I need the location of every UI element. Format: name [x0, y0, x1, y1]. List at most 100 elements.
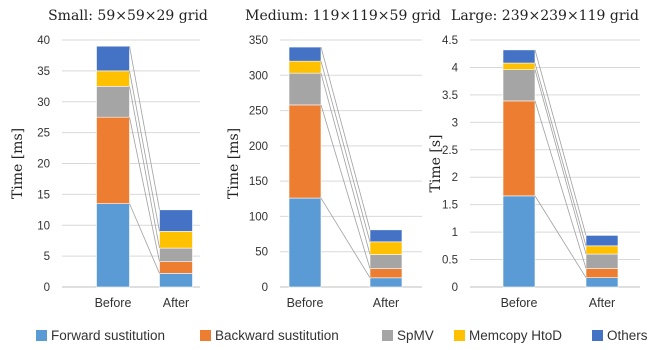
series-connector-line: [534, 62, 587, 246]
y-tick-label: 3: [452, 117, 458, 129]
x-category-label: After: [163, 296, 189, 310]
legend-label: Memcopy HtoD: [469, 328, 562, 343]
bar-segment-memcopy-htod: [159, 231, 193, 249]
chart-title: Medium: 119×119×59 grid: [245, 8, 441, 24]
legend: Forward sustitution Backward sustitution S…: [36, 328, 648, 343]
series-connector-line: [129, 70, 160, 232]
y-tick-label: 15: [37, 189, 50, 201]
y-tick-label: 150: [249, 176, 268, 188]
y-tick-label: 0: [452, 282, 458, 294]
x-category-label: Before: [95, 296, 132, 310]
chart-title: Large: 239×239×119 grid: [451, 8, 639, 24]
y-tick-label: 30: [37, 97, 50, 109]
y-tick-label: 100: [249, 211, 268, 223]
bar-segment-others: [585, 235, 619, 247]
series-connector-line: [320, 73, 371, 255]
y-tick-label: 0: [44, 282, 50, 294]
bar-segment-spmv: [96, 86, 130, 118]
series-connector-line: [129, 203, 160, 274]
y-tick-label: 300: [249, 70, 268, 82]
y-tick-label: 40: [37, 35, 50, 47]
y-tick-label: 3.5: [442, 90, 458, 102]
y-tick-label: 4: [452, 62, 459, 74]
series-connector-line: [320, 61, 371, 242]
series-connector-line: [320, 197, 371, 279]
bar-segment-memcopy-htod: [502, 62, 536, 70]
legend-swatch: [36, 330, 47, 341]
bar-segment-backward-sustitution: [288, 104, 322, 199]
legend-swatch: [592, 330, 603, 341]
bar-segment-others: [96, 45, 130, 72]
series-connector-line: [320, 46, 371, 230]
legend-item: Forward sustitution: [36, 328, 165, 343]
bar-segment-memcopy-htod: [369, 241, 403, 255]
y-tick-label: 2: [452, 172, 458, 184]
y-tick-label: 250: [249, 106, 268, 118]
bar-segment-spmv: [502, 69, 536, 102]
bar-segment-backward-sustitution: [502, 100, 536, 197]
series-connector-line: [534, 69, 587, 255]
bar-segment-backward-sustitution: [96, 116, 130, 204]
chart-panel-3: 0 0.5 1 1.5 2 2.5 3 3.5 4 4.5 Large: 239×239×119 g…: [428, 8, 640, 310]
bar-segment-others: [159, 209, 193, 232]
y-tick-label: 2.5: [442, 145, 458, 157]
bar-segment-backward-sustitution: [585, 268, 619, 278]
bar-segment-spmv: [369, 254, 403, 269]
y-axis-label: Time [ms]: [10, 128, 26, 199]
series-connector-line: [320, 104, 371, 269]
bar-segment-spmv: [585, 253, 619, 269]
legend-label: Others: [607, 328, 648, 343]
bar-segment-spmv: [288, 72, 322, 106]
bar-segment-forward-sustitution: [96, 203, 130, 288]
x-category-label: After: [373, 296, 399, 310]
legend-item: SpMV: [382, 328, 434, 343]
y-tick-label: 25: [37, 128, 50, 140]
chart-panel-2: 0 50 100 150 200 250 300 350 Medium: 119×119×59 …: [226, 8, 441, 310]
legend-swatch: [454, 330, 465, 341]
bar-segment-backward-sustitution: [369, 268, 403, 279]
y-tick-label: 1: [452, 227, 458, 239]
bar-segment-forward-sustitution: [288, 197, 322, 288]
legend-swatch: [382, 330, 393, 341]
bar-segment-backward-sustitution: [159, 261, 193, 274]
bar-segment-forward-sustitution: [585, 277, 619, 288]
series-connector-line: [129, 46, 160, 210]
y-tick-label: 0: [262, 282, 268, 294]
series-connector-line: [534, 100, 587, 269]
bar-segment-memcopy-htod: [96, 70, 130, 87]
chart-panel-1: 0 5 10 15 20 25 30 35 40 Small: 59×59×29 grid Time…: [10, 8, 208, 310]
bar-segment-forward-sustitution: [159, 273, 193, 288]
bar-segment-memcopy-htod: [288, 60, 322, 74]
bar-segment-others: [369, 229, 403, 243]
y-tick-label: 35: [37, 66, 50, 78]
legend-label: Backward sustitution: [215, 328, 339, 343]
y-tick-label: 350: [249, 35, 268, 47]
chart-title: Small: 59×59×29 grid: [48, 8, 208, 24]
y-tick-label: 50: [255, 247, 268, 259]
series-connector-line: [129, 86, 160, 249]
y-axis-label: Time [ms]: [226, 128, 242, 199]
y-tick-label: 20: [37, 159, 50, 171]
bar-segment-others: [502, 49, 536, 64]
legend-item: Others: [592, 328, 648, 343]
bar-segment-others: [288, 46, 322, 62]
legend-swatch: [200, 330, 211, 341]
y-tick-label: 1.5: [442, 200, 458, 212]
legend-item: Backward sustitution: [200, 328, 339, 343]
series-connector-line: [534, 195, 587, 278]
y-tick-label: 0.5: [442, 255, 458, 267]
series-connector-line: [534, 49, 587, 236]
x-category-label: Before: [287, 296, 324, 310]
series-connector-line: [129, 117, 160, 262]
y-tick-label: 5: [44, 251, 50, 263]
legend-item: Memcopy HtoD: [454, 328, 562, 343]
y-tick-label: 10: [37, 220, 50, 232]
y-axis-label: Time [s]: [428, 135, 444, 193]
y-tick-label: 4.5: [442, 35, 458, 47]
x-category-label: Before: [501, 296, 538, 310]
legend-label: Forward sustitution: [51, 328, 165, 343]
bar-segment-forward-sustitution: [502, 195, 536, 288]
bar-segment-spmv: [159, 247, 193, 262]
legend-label: SpMV: [397, 328, 434, 343]
